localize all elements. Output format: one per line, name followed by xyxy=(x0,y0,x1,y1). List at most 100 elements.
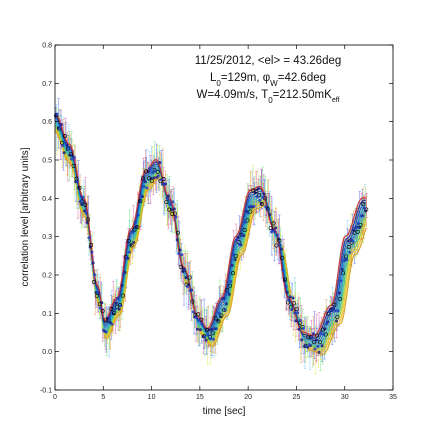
data-point xyxy=(327,310,331,314)
fit-line xyxy=(54,126,367,351)
data-point xyxy=(340,267,344,271)
data-point xyxy=(355,229,360,234)
data-point xyxy=(154,169,158,173)
data-point xyxy=(96,290,100,294)
y-tick-label: 0.6 xyxy=(42,119,52,126)
annotation-line-2: L0=129m, φW=42.6deg xyxy=(210,72,326,88)
data-point xyxy=(294,319,298,323)
data-point xyxy=(103,317,108,322)
data-point xyxy=(130,230,134,234)
data-point xyxy=(304,344,308,348)
data-point xyxy=(291,301,296,306)
y-tick-label: 0.2 xyxy=(42,273,52,280)
data-point xyxy=(280,255,285,260)
data-point xyxy=(268,213,272,217)
data-point xyxy=(84,211,88,215)
data-point xyxy=(143,180,147,184)
data-point xyxy=(68,151,73,156)
data-point xyxy=(232,253,236,257)
data-point xyxy=(78,200,82,204)
data-point xyxy=(55,112,59,116)
x-tick-label: 0 xyxy=(53,394,57,401)
data-point xyxy=(94,293,99,298)
data-point xyxy=(230,271,235,276)
data-point xyxy=(116,296,120,300)
data-point xyxy=(245,218,250,223)
data-point xyxy=(109,307,114,312)
fit-line xyxy=(54,119,367,344)
data-point xyxy=(195,327,199,331)
x-axis-label: time [sec] xyxy=(203,406,246,417)
data-point xyxy=(146,176,151,181)
data-point xyxy=(171,200,175,204)
data-point xyxy=(279,247,283,251)
data-point xyxy=(136,213,140,217)
data-point xyxy=(338,296,343,301)
data-point xyxy=(164,200,169,205)
data-point xyxy=(120,293,125,298)
data-point xyxy=(188,288,192,292)
data-point xyxy=(175,238,179,242)
data-point xyxy=(317,350,321,354)
data-point xyxy=(117,307,121,311)
data-point xyxy=(132,240,136,244)
data-point xyxy=(330,308,334,312)
annotation-line-3: W=4.09m/s, T0=212.50mKeff xyxy=(197,89,340,105)
data-point xyxy=(204,338,208,342)
data-point xyxy=(170,211,175,216)
x-tick-label: 10 xyxy=(148,394,156,401)
data-point xyxy=(333,309,337,313)
data-point xyxy=(59,123,63,127)
x-tick-label: 5 xyxy=(101,394,105,401)
data-point xyxy=(98,306,102,310)
axis-ticks: 0 5 10 15 20 25 30 35 -0.1 0.0 0.1 0.2 0.3 0.4 0.5 0.6 0… xyxy=(40,43,397,402)
data-point xyxy=(196,312,201,317)
data-point xyxy=(283,277,288,282)
data-point xyxy=(211,337,215,341)
data-point xyxy=(70,157,74,161)
data-point xyxy=(120,283,124,287)
data-point xyxy=(224,302,228,306)
data-point xyxy=(89,243,94,248)
data-point xyxy=(297,327,301,331)
data-point xyxy=(165,196,169,200)
data-point xyxy=(206,333,210,337)
data-point xyxy=(252,204,256,208)
data-point xyxy=(110,322,114,326)
annotation-box: 11/25/2012, <el> = 43.26deg L0=129m, φW=… xyxy=(195,55,342,105)
data-point xyxy=(115,304,120,309)
data-point xyxy=(346,239,350,243)
data-point xyxy=(132,227,137,232)
data-point xyxy=(172,207,176,211)
plot-area xyxy=(53,98,369,374)
data-point xyxy=(358,222,363,227)
data-point xyxy=(209,337,213,341)
data-point xyxy=(151,171,155,175)
data-point xyxy=(284,284,288,288)
data-point xyxy=(259,202,264,207)
data-point xyxy=(362,206,366,210)
data-point xyxy=(166,194,170,198)
data-point xyxy=(162,182,166,186)
data-point xyxy=(285,290,289,294)
data-point xyxy=(295,311,299,315)
data-point xyxy=(61,144,65,148)
data-point xyxy=(178,264,183,269)
data-point xyxy=(187,275,192,280)
data-point xyxy=(300,338,304,342)
data-point xyxy=(233,258,237,262)
y-tick-label: 0.1 xyxy=(42,311,52,318)
data-point xyxy=(210,331,215,336)
data-point xyxy=(177,251,181,255)
data-point xyxy=(361,201,366,206)
data-point xyxy=(175,230,180,235)
data-point xyxy=(326,320,330,324)
data-point xyxy=(85,221,89,225)
data-point xyxy=(313,347,317,351)
data-point xyxy=(229,280,233,284)
data-point xyxy=(194,315,198,319)
data-point xyxy=(97,302,102,307)
data-point xyxy=(152,176,156,180)
data-point xyxy=(62,151,66,155)
